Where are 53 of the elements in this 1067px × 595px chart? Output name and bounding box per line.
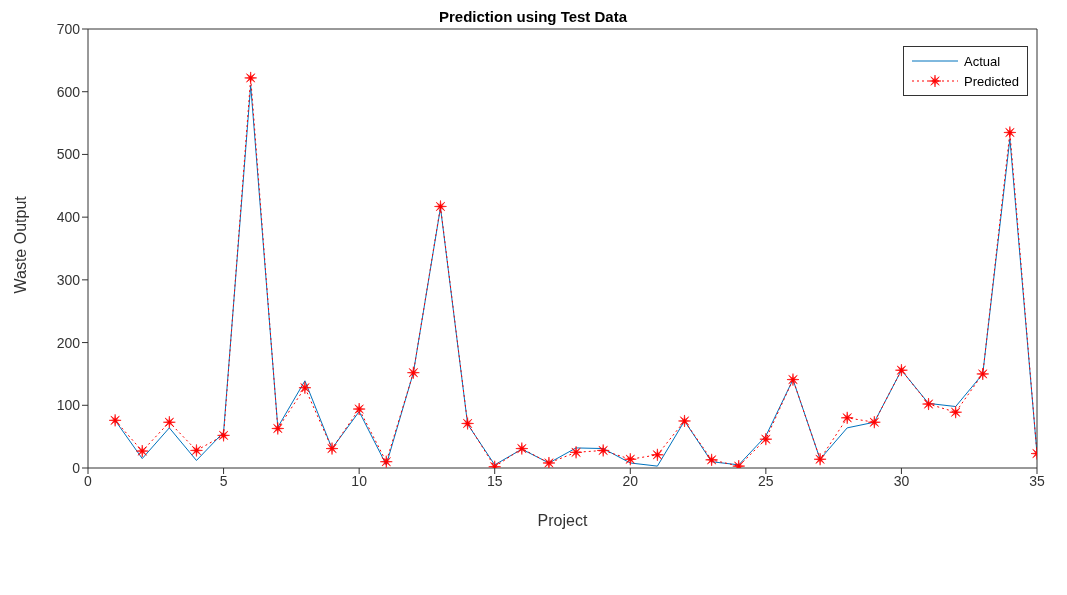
point <box>298 381 312 395</box>
point <box>678 414 691 428</box>
y-tick-label: 100 <box>56 397 81 414</box>
y-tick-label: 500 <box>56 146 81 163</box>
point <box>868 415 881 429</box>
point <box>352 402 366 416</box>
point <box>705 453 718 467</box>
legend-label: Actual <box>964 53 1001 69</box>
point <box>813 452 827 466</box>
point <box>515 442 529 455</box>
chart-title: Prediction using Test Data <box>438 8 628 25</box>
x-tick-label: 15 <box>486 472 503 489</box>
y-tick-label: 400 <box>56 209 81 226</box>
point <box>379 455 393 468</box>
point <box>976 367 990 381</box>
x-tick-label: 30 <box>893 472 910 489</box>
point <box>840 411 854 425</box>
point <box>190 444 203 457</box>
x-tick-label: 25 <box>758 472 774 489</box>
y-tick-label: 0 <box>72 459 81 476</box>
point <box>895 363 908 377</box>
legend-label: Predicted <box>964 73 1019 89</box>
point <box>135 444 149 458</box>
point <box>786 373 800 386</box>
x-tick-label: 20 <box>622 472 639 489</box>
point <box>569 446 583 459</box>
y-tick-label: 200 <box>56 334 81 351</box>
point <box>1003 126 1017 139</box>
y-axis-title: Waste Output <box>11 195 29 294</box>
x-tick-label: 5 <box>219 472 228 489</box>
point <box>922 397 935 411</box>
point <box>461 417 474 430</box>
x-tick-label: 10 <box>351 472 368 489</box>
point <box>949 405 962 419</box>
point <box>596 444 610 457</box>
point <box>271 422 285 435</box>
point <box>434 200 447 213</box>
point <box>623 452 637 466</box>
point <box>217 429 230 442</box>
x-tick-label: 35 <box>1029 472 1045 489</box>
x-tick-label: 0 <box>84 472 93 489</box>
point <box>759 432 773 446</box>
point <box>244 71 257 85</box>
point <box>163 415 176 429</box>
point <box>108 414 122 427</box>
point <box>651 448 664 462</box>
point <box>407 366 420 379</box>
y-tick-label: 600 <box>56 83 81 100</box>
x-axis-title: Project <box>537 512 588 529</box>
point <box>542 456 556 468</box>
y-tick-label: 300 <box>56 271 81 288</box>
point <box>325 442 339 455</box>
y-tick-label: 700 <box>56 20 81 37</box>
